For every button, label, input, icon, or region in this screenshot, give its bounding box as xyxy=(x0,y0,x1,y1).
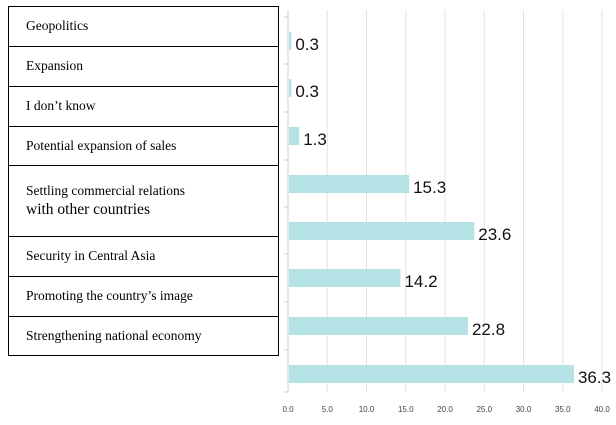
y-axis xyxy=(284,10,289,393)
x-tick-labels: 0.0 5.0 10.0 15.0 20.0 25.0 30.0 35.0 40.0 xyxy=(282,405,610,414)
category-label-line2: with other countries xyxy=(26,200,150,218)
data-label: 14.2 xyxy=(404,272,437,291)
data-label: 23.6 xyxy=(478,225,511,244)
x-tick-label: 15.0 xyxy=(398,405,414,414)
data-label: 36.3 xyxy=(578,368,611,387)
data-label: 1.3 xyxy=(303,130,327,149)
x-tick-label: 40.0 xyxy=(594,405,610,414)
x-tick-label: 35.0 xyxy=(555,405,571,414)
label-row: Geopolitics xyxy=(8,6,279,47)
label-row: Expansion xyxy=(8,46,279,87)
category-label: Geopolitics xyxy=(26,18,89,34)
data-labels: 0.3 0.3 1.3 15.3 23.6 14.2 22.8 36.3 xyxy=(295,35,611,387)
bar xyxy=(289,365,574,383)
x-tick-label: 5.0 xyxy=(322,405,334,414)
label-row: Promoting the country’s image xyxy=(8,276,279,317)
bar xyxy=(289,222,475,240)
bars xyxy=(289,32,574,383)
bar xyxy=(289,32,292,50)
data-label: 22.8 xyxy=(472,320,505,339)
category-label: I don’t know xyxy=(26,98,96,114)
label-row: Strengthening national economy xyxy=(8,316,279,356)
bar xyxy=(289,79,292,97)
label-row: Potential expansion of sales xyxy=(8,126,279,166)
bar xyxy=(289,317,468,335)
bar xyxy=(289,175,410,193)
category-label-table: Geopolitics Expansion I don’t know Poten… xyxy=(8,6,279,356)
category-label: Expansion xyxy=(26,58,83,74)
x-tick-label: 20.0 xyxy=(437,405,453,414)
x-tick-label: 25.0 xyxy=(476,405,492,414)
data-label: 0.3 xyxy=(295,82,319,101)
x-tick-label: 10.0 xyxy=(359,405,375,414)
bar xyxy=(289,127,300,145)
x-tick-label: 0.0 xyxy=(282,405,294,414)
category-label: Settling commercial relations xyxy=(26,182,185,198)
category-label: Potential expansion of sales xyxy=(26,137,177,153)
bar xyxy=(289,269,401,287)
category-label: Strengthening national economy xyxy=(26,327,202,343)
data-label: 0.3 xyxy=(295,35,319,54)
category-label: Promoting the country’s image xyxy=(26,288,193,304)
label-row: Settling commercial relations with other … xyxy=(8,165,279,237)
x-tick-label: 30.0 xyxy=(516,405,532,414)
data-label: 15.3 xyxy=(413,178,446,197)
category-label: Security in Central Asia xyxy=(26,248,156,264)
